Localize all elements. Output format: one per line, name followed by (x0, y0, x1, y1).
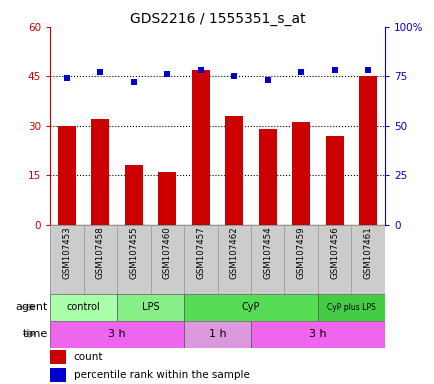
Text: GSM107457: GSM107457 (196, 227, 205, 280)
Text: GSM107462: GSM107462 (229, 227, 238, 280)
Point (264, 77, 271, 83)
Point (63, 75, 70, 81)
Text: agent: agent (16, 302, 48, 312)
Bar (291, 122, 310, 225)
Text: CyP: CyP (241, 302, 260, 312)
Text: 3 h: 3 h (108, 329, 125, 339)
Point (97, 69, 104, 75)
Text: control: control (66, 302, 100, 312)
Text: GSM107456: GSM107456 (329, 227, 339, 280)
Bar (250, 321, 384, 348)
Point (331, 67, 338, 73)
Text: GSM107460: GSM107460 (162, 227, 171, 280)
Text: percentile rank within the sample: percentile rank within the sample (73, 370, 249, 380)
Bar (317, 294, 384, 321)
Title: GDS2216 / 1555351_s_at: GDS2216 / 1555351_s_at (129, 12, 305, 26)
Bar (57, 126, 76, 225)
Bar (184, 225, 217, 294)
Text: GSM107454: GSM107454 (263, 227, 272, 280)
Bar (83, 225, 117, 294)
Bar (258, 129, 276, 225)
Point (364, 67, 371, 73)
Bar (358, 76, 377, 225)
Bar (50, 225, 83, 294)
Text: GSM107453: GSM107453 (62, 227, 71, 280)
Point (197, 67, 204, 73)
Text: count: count (73, 352, 103, 362)
Bar (191, 70, 210, 225)
Bar (284, 225, 317, 294)
Bar (250, 225, 284, 294)
Text: LPS: LPS (141, 302, 159, 312)
Bar (117, 294, 184, 321)
Point (297, 69, 304, 75)
Bar (158, 172, 176, 225)
Bar (217, 225, 250, 294)
Text: GSM107461: GSM107461 (363, 227, 372, 280)
Bar (124, 166, 143, 225)
Bar (325, 136, 343, 225)
Point (130, 79, 137, 85)
Bar (50, 321, 184, 348)
Bar (184, 321, 250, 348)
Text: time: time (23, 329, 48, 339)
Bar (317, 225, 351, 294)
Point (230, 73, 237, 79)
Text: GSM107458: GSM107458 (95, 227, 105, 280)
Point (164, 71, 171, 78)
Bar (117, 225, 150, 294)
Text: 3 h: 3 h (309, 329, 326, 339)
Text: 1 h: 1 h (208, 329, 226, 339)
Bar (224, 116, 243, 225)
Text: CyP plus LPS: CyP plus LPS (326, 303, 375, 312)
Text: GSM107459: GSM107459 (296, 227, 305, 279)
Bar (50, 350, 66, 364)
Bar (50, 368, 66, 382)
Text: GSM107455: GSM107455 (129, 227, 138, 280)
Bar (184, 294, 317, 321)
Bar (91, 119, 109, 225)
Bar (351, 225, 384, 294)
Bar (50, 294, 117, 321)
Bar (150, 225, 184, 294)
